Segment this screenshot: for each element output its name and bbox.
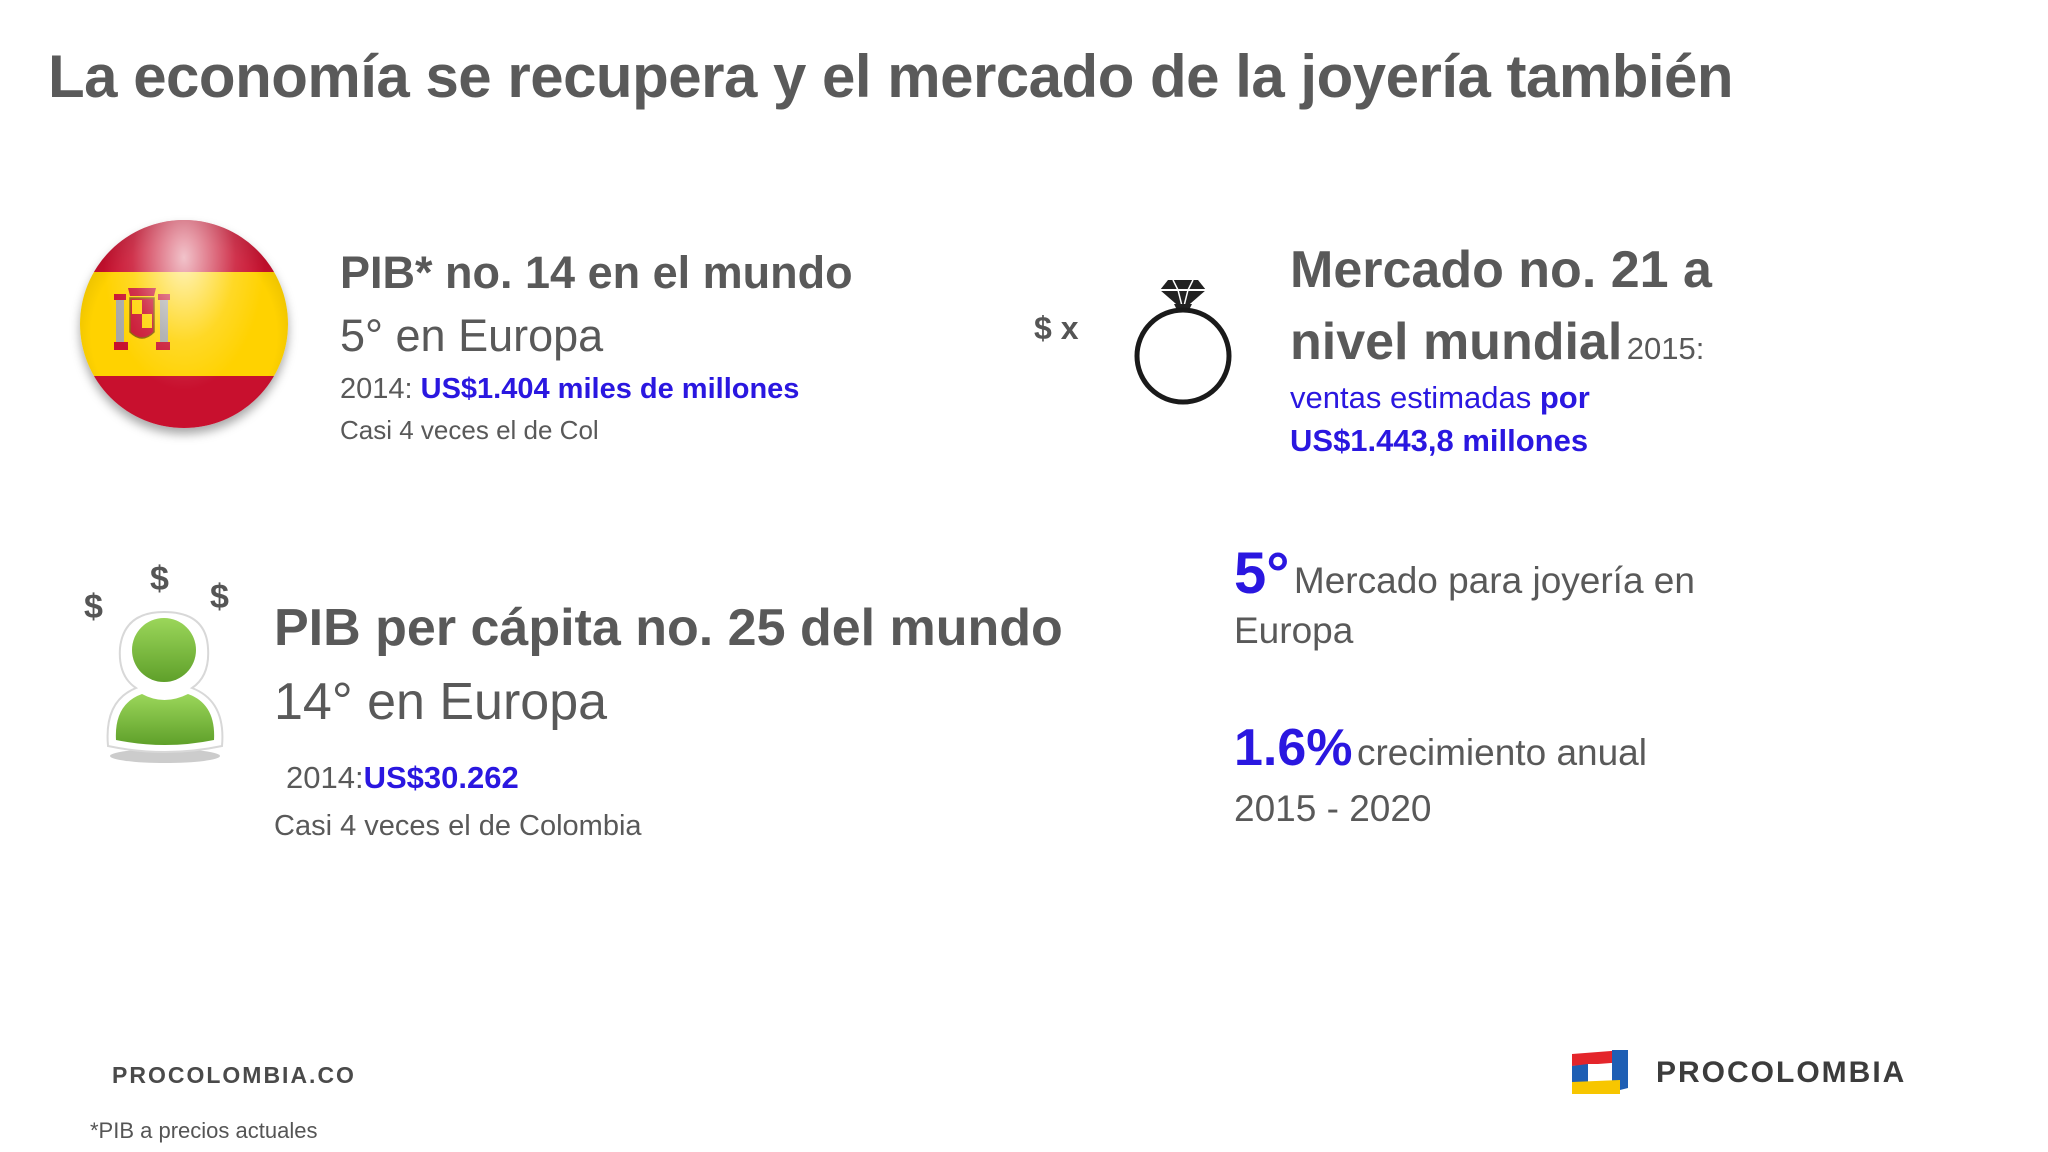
dollar-times-label: $ x — [1034, 310, 1079, 346]
per-capita-year: 2014: — [286, 760, 364, 795]
spain-flag-icon — [80, 220, 288, 428]
diamond-ring-icon — [1134, 279, 1232, 405]
person-icon — [106, 610, 224, 763]
per-capita-comparison: Casi 4 veces el de Colombia — [274, 810, 642, 842]
growth-line1: 1.6% crecimiento anual — [1234, 718, 1647, 778]
per-capita-heading: PIB per cápita no. 25 del mundo — [274, 599, 1063, 657]
market-sales-por: por — [1539, 380, 1590, 415]
market-sales-label: ventas estimadas — [1290, 380, 1532, 415]
market-sales-value: US$1.443,8 millones — [1290, 423, 1589, 458]
jewelry-rank-text: Mercado para joyería en — [1293, 560, 1695, 601]
per-capita-value-line: 2014:US$30.262 — [286, 760, 519, 796]
footnote: *PIB a precios actuales — [90, 1118, 318, 1143]
gdp-value: US$1.404 miles de millones — [420, 373, 800, 405]
growth-value: 1.6% — [1234, 719, 1353, 777]
gdp-heading: PIB* no. 14 en el mundo — [340, 247, 853, 298]
jewelry-rank-line1: 5° Mercado para joyería en — [1234, 540, 1695, 607]
footer-url[interactable]: PROCOLOMBIA.CO — [112, 1062, 356, 1088]
market-heading-world: nivel mundial — [1290, 313, 1623, 371]
growth-period: 2015 - 2020 — [1234, 788, 1432, 829]
gdp-year: 2014: — [340, 373, 413, 405]
per-capita-value: US$30.262 — [363, 760, 519, 795]
dollar-sign-top: $ — [150, 560, 169, 598]
market-heading-line2: nivel mundial 2015: — [1290, 312, 1704, 372]
procolombia-logo-text: PROCOLOMBIA — [1656, 1056, 1907, 1089]
per-capita-europe-rank: 14° en Europa — [274, 673, 608, 731]
page-title: La economía se recupera y el mercado de … — [48, 43, 1734, 110]
market-sales-line1: ventas estimadas por — [1290, 380, 1590, 416]
gdp-europe-rank: 5° en Europa — [340, 310, 604, 361]
procolombia-logo-icon — [1572, 1050, 1628, 1094]
market-year: 2015: — [1626, 331, 1705, 366]
jewelry-rank-text-line2: Europa — [1234, 610, 1354, 651]
dollar-sign-left: $ — [84, 588, 103, 626]
jewelry-rank-value: 5° — [1234, 541, 1290, 606]
market-heading-line1: Mercado no. 21 a — [1290, 241, 1712, 299]
growth-text: crecimiento anual — [1356, 732, 1647, 773]
gdp-comparison: Casi 4 veces el de Col — [340, 415, 599, 445]
dollar-sign-right: $ — [210, 578, 229, 616]
gdp-value-line: 2014: US$1.404 miles de millones — [340, 373, 799, 406]
